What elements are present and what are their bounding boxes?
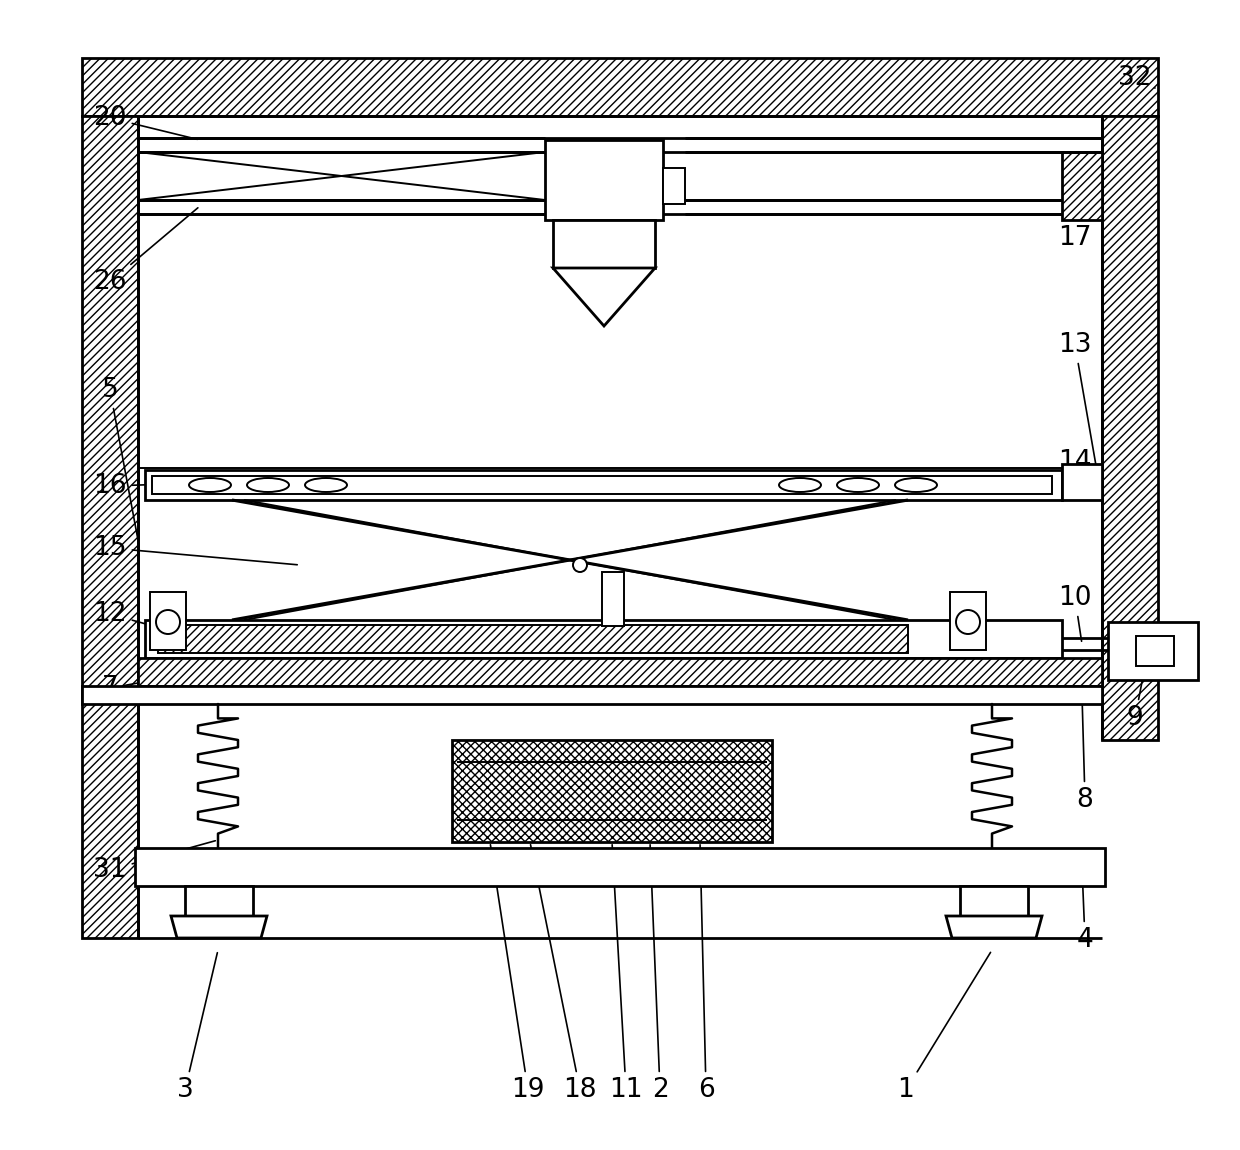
Circle shape (573, 558, 587, 572)
Text: 31: 31 (93, 841, 216, 883)
Bar (1102, 116, 1158, 739)
Ellipse shape (779, 478, 821, 492)
Text: 26: 26 (93, 208, 198, 296)
Bar (138, 658, 1102, 687)
Bar (150, 592, 186, 650)
Circle shape (956, 610, 980, 634)
Text: 17: 17 (1058, 189, 1091, 251)
Text: 15: 15 (93, 535, 298, 565)
Bar (601, 572, 624, 626)
Polygon shape (946, 917, 1042, 938)
Bar (82, 116, 138, 938)
Text: 8: 8 (1076, 698, 1094, 813)
Text: 2: 2 (650, 845, 668, 1103)
Text: 4: 4 (1076, 869, 1094, 953)
Bar (185, 886, 253, 917)
Text: 18: 18 (531, 845, 596, 1103)
Bar (145, 470, 1061, 500)
Text: 32: 32 (1118, 66, 1154, 91)
Text: 6: 6 (698, 845, 714, 1103)
Ellipse shape (247, 478, 289, 492)
Text: 11: 11 (609, 845, 642, 1103)
Bar (135, 848, 1105, 886)
Text: 12: 12 (93, 601, 197, 638)
Bar (546, 140, 663, 220)
Polygon shape (553, 268, 655, 325)
Text: 20: 20 (93, 105, 197, 139)
Polygon shape (171, 917, 267, 938)
Text: 7: 7 (102, 673, 197, 702)
Bar (82, 58, 1158, 116)
Bar (453, 739, 773, 842)
Text: 14: 14 (1058, 448, 1091, 482)
Text: 10: 10 (1058, 585, 1091, 642)
Circle shape (156, 610, 180, 634)
Bar (1109, 622, 1198, 680)
Text: 1: 1 (898, 952, 991, 1103)
Ellipse shape (895, 478, 937, 492)
Text: 9: 9 (1127, 653, 1147, 731)
Text: 16: 16 (93, 473, 197, 499)
Bar (145, 620, 1061, 658)
Bar (950, 592, 986, 650)
Bar (157, 624, 908, 653)
Ellipse shape (188, 478, 231, 492)
Bar (960, 886, 1028, 917)
Bar (153, 476, 1052, 494)
Ellipse shape (837, 478, 879, 492)
Bar (553, 220, 655, 268)
Text: 19: 19 (491, 845, 544, 1103)
Ellipse shape (305, 478, 347, 492)
Bar (82, 687, 1102, 704)
Bar (1136, 636, 1174, 666)
Text: 3: 3 (176, 952, 217, 1103)
Bar (1061, 152, 1102, 220)
Text: 13: 13 (1058, 332, 1101, 497)
Bar (663, 168, 684, 204)
Text: 5: 5 (102, 377, 138, 537)
Bar (1061, 463, 1102, 500)
